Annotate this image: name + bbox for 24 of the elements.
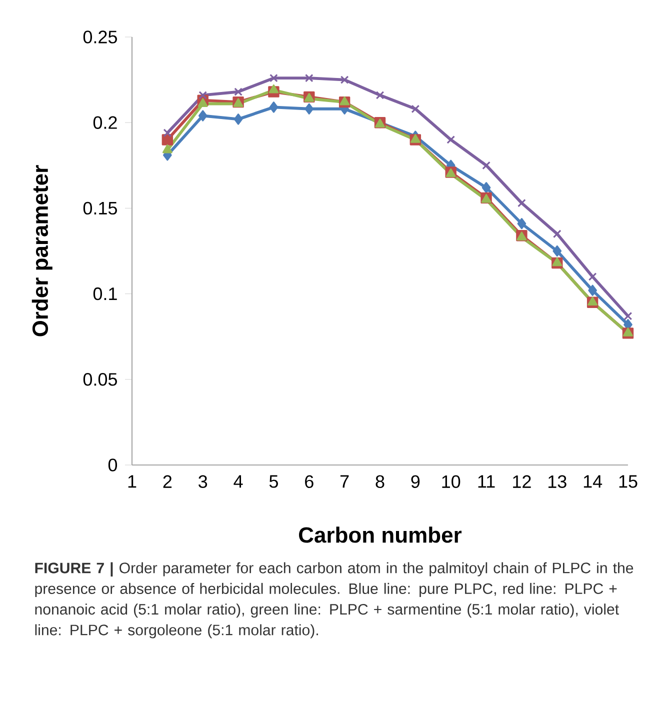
y-axis-title: Order parameter bbox=[32, 165, 52, 336]
x-axis-title: Carbon number bbox=[299, 526, 462, 543]
y-tick-label: 0 bbox=[108, 458, 118, 472]
x-tick-label: 3 bbox=[198, 475, 208, 488]
y-tick-label: 0.1 bbox=[93, 287, 117, 300]
x-tick-label: 11 bbox=[478, 475, 495, 488]
x-tick-label: 4 bbox=[234, 475, 243, 488]
y-tick-label: 0.05 bbox=[83, 373, 117, 386]
x-tick-label: 9 bbox=[411, 475, 420, 488]
x-tick-label: 15 bbox=[619, 475, 638, 488]
x-tick-label: 13 bbox=[548, 475, 566, 488]
x-tick-label: 14 bbox=[584, 475, 602, 488]
x-tick-label: 7 bbox=[340, 475, 349, 488]
y-tick-label: 0.2 bbox=[93, 116, 117, 129]
x-tick-label: 1 bbox=[128, 475, 136, 488]
x-tick-label: 12 bbox=[513, 475, 531, 488]
x-tick-label: 8 bbox=[376, 475, 384, 488]
x-tick-label: 2 bbox=[163, 475, 172, 488]
text: FIGURE 7 | Order parameter for each carbon atom in the palmitoyl chain of PLPC in the presence or absence of herbicidal molecules. Blue line: pure PLPC, red line: PLPC + nonanoic acid (5:1 molar ratio), green line: PLPC + sarmentine (5:1 molar ratio), violet line: PLPC + sorgoleone (5:1 molar ratio). bbox=[35, 562, 634, 638]
y-tick-label: 0.25 bbox=[83, 30, 117, 44]
y-tick-label: 0.15 bbox=[83, 202, 117, 215]
x-tick-label: 6 bbox=[305, 475, 314, 488]
x-tick-label: 10 bbox=[442, 475, 460, 488]
x-tick-label: 5 bbox=[269, 475, 278, 488]
